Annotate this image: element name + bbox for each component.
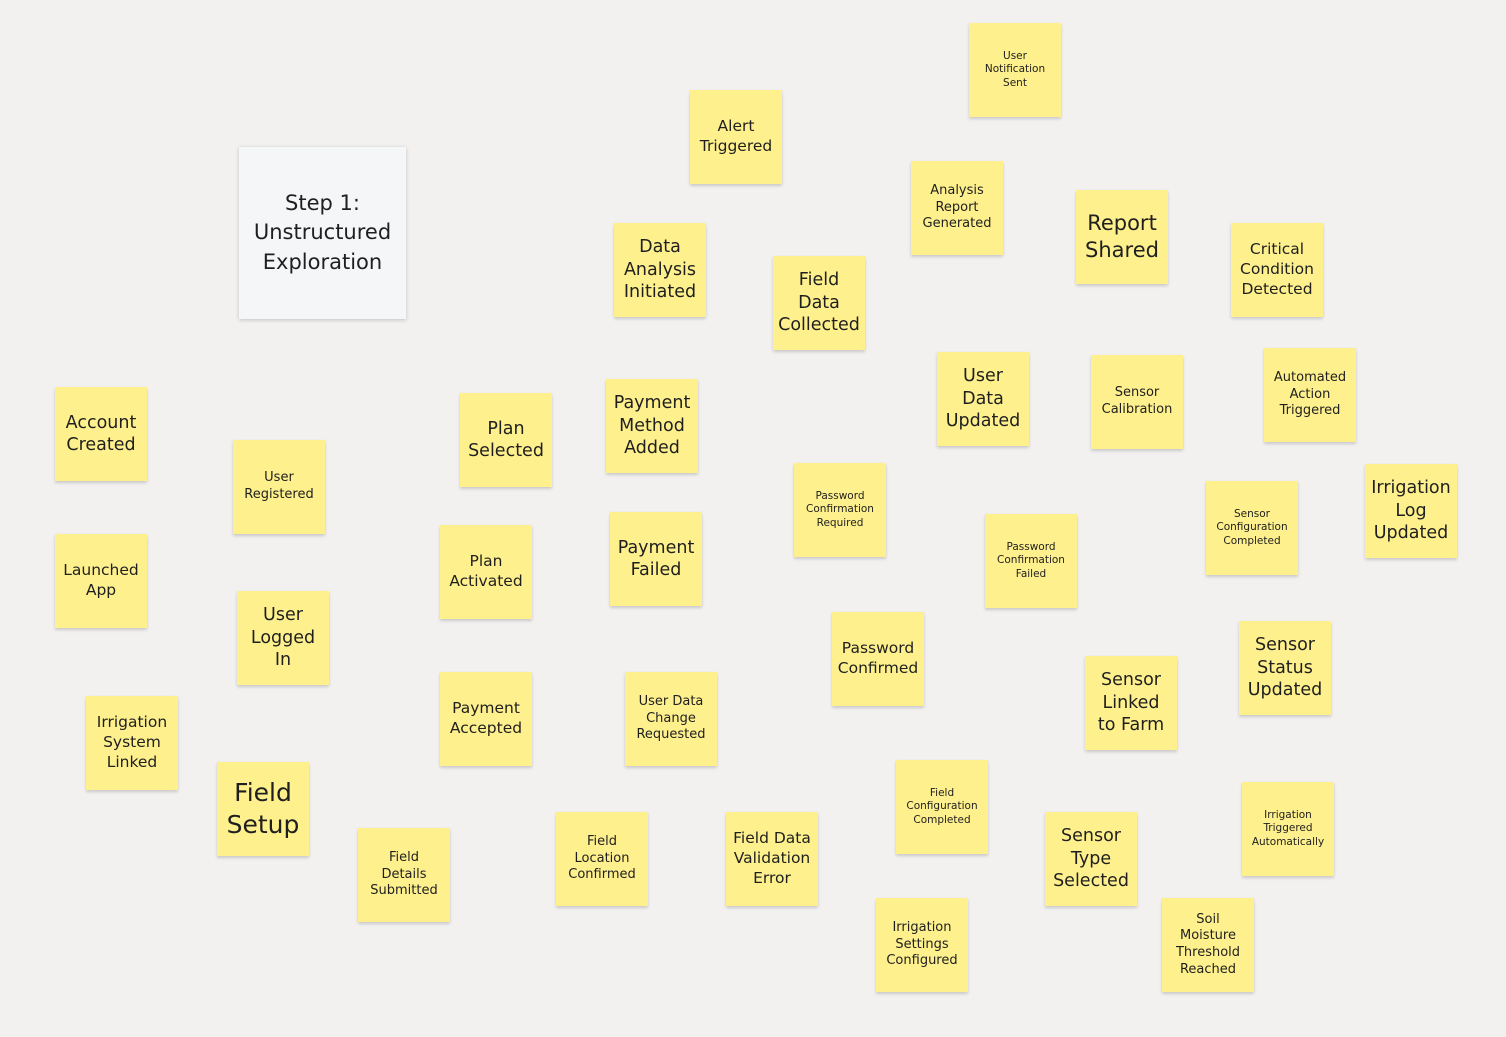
sticky-note-password-confirmation-required[interactable]: Password Confirmation Required [794, 463, 886, 557]
sticky-note-label: Alert Triggered [699, 117, 773, 155]
sticky-note-field-data-collected[interactable]: Field Data Collected [773, 256, 865, 350]
sticky-note-account-created[interactable]: Account Created [55, 387, 147, 481]
sticky-note-plan-selected[interactable]: Plan Selected [460, 393, 552, 487]
sticky-note-user-notification-sent[interactable]: User Notification Sent [969, 23, 1061, 117]
sticky-note-label: Analysis Report Generated [922, 183, 992, 232]
sticky-note-label: Plan Selected [468, 418, 544, 461]
sticky-note-report-shared[interactable]: Report Shared [1076, 190, 1168, 284]
frame-title: Step 1: Unstructured Exploration [253, 190, 392, 274]
sticky-note-field-location-confirmed[interactable]: Field Location Confirmed [556, 812, 648, 906]
sticky-note-sensor-status-updated[interactable]: Sensor Status Updated [1239, 621, 1331, 715]
sticky-note-analysis-report-generated[interactable]: Analysis Report Generated [911, 161, 1003, 255]
sticky-note-plan-activated[interactable]: Plan Activated [440, 525, 532, 619]
sticky-note-label: Soil Moisture Threshold Reached [1175, 911, 1241, 977]
sticky-note-label: User Registered [244, 470, 314, 502]
sticky-note-label: Data Analysis Initiated [623, 237, 697, 303]
sticky-note-label: Field Data Validation Error [733, 829, 811, 887]
sticky-note-alert-triggered[interactable]: Alert Triggered [690, 90, 782, 184]
frame-step-1[interactable]: Step 1: Unstructured Exploration [239, 147, 406, 319]
sticky-note-label: Password Confirmed [837, 639, 919, 677]
sticky-note-label: Irrigation Settings Configured [886, 920, 958, 969]
sticky-note-label: Sensor Linked to Farm [1097, 670, 1165, 736]
sticky-note-user-registered[interactable]: User Registered [233, 440, 325, 534]
sticky-note-sensor-calibration[interactable]: Sensor Calibration [1091, 355, 1183, 449]
sticky-note-field-configuration-completed[interactable]: Field Configuration Completed [896, 760, 988, 854]
sticky-note-payment-accepted[interactable]: Payment Accepted [440, 672, 532, 766]
sticky-note-field-data-validation-error[interactable]: Field Data Validation Error [726, 812, 818, 906]
sticky-note-sensor-configuration-completed[interactable]: Sensor Configuration Completed [1206, 481, 1298, 575]
sticky-note-label: Irrigation Triggered Automatically [1251, 808, 1325, 848]
sticky-note-label: Sensor Status Updated [1247, 635, 1323, 701]
sticky-note-label: User Data Updated [945, 366, 1021, 432]
sticky-note-payment-failed[interactable]: Payment Failed [610, 512, 702, 606]
sticky-note-critical-condition-detected[interactable]: Critical Condition Detected [1231, 223, 1323, 317]
sticky-note-label: Sensor Type Selected [1053, 826, 1129, 892]
sticky-note-label: Report Shared [1085, 211, 1159, 262]
sticky-note-label: Field Details Submitted [370, 850, 438, 899]
sticky-note-label: Payment Failed [617, 537, 695, 580]
sticky-note-label: Field Configuration Completed [906, 786, 978, 826]
sticky-note-user-logged-in[interactable]: User Logged In [237, 591, 329, 685]
sticky-note-irrigation-log-updated[interactable]: Irrigation Log Updated [1365, 464, 1457, 558]
sticky-note-automated-action-triggered[interactable]: Automated Action Triggered [1264, 348, 1356, 442]
sticky-note-label: Field Location Confirmed [568, 834, 636, 883]
sticky-note-data-analysis-initiated[interactable]: Data Analysis Initiated [614, 223, 706, 317]
sticky-note-label: Launched App [63, 561, 139, 599]
sticky-note-soil-moisture-threshold-reached[interactable]: Soil Moisture Threshold Reached [1162, 898, 1254, 992]
sticky-note-label: Password Confirmation Failed [997, 540, 1065, 580]
sticky-note-password-confirmation-failed[interactable]: Password Confirmation Failed [985, 514, 1077, 608]
sticky-note-irrigation-triggered-automatically[interactable]: Irrigation Triggered Automatically [1242, 782, 1334, 876]
sticky-note-label: Automated Action Triggered [1273, 370, 1347, 419]
sticky-note-label: Field Setup [226, 778, 300, 839]
sticky-note-label: Plan Activated [449, 552, 523, 590]
sticky-note-irrigation-settings-configured[interactable]: Irrigation Settings Configured [876, 898, 968, 992]
sticky-note-label: Password Confirmation Required [806, 489, 874, 529]
sticky-note-label: Critical Condition Detected [1240, 240, 1314, 298]
sticky-note-label: User Notification Sent [984, 49, 1046, 89]
sticky-note-label: Payment Method Added [613, 393, 691, 459]
sticky-note-user-data-updated[interactable]: User Data Updated [937, 352, 1029, 446]
sticky-note-label: Irrigation Log Updated [1371, 478, 1451, 544]
sticky-note-sensor-type-selected[interactable]: Sensor Type Selected [1045, 812, 1137, 906]
sticky-note-field-setup[interactable]: Field Setup [217, 762, 309, 856]
sticky-note-field-details-submitted[interactable]: Field Details Submitted [358, 828, 450, 922]
sticky-note-label: Irrigation System Linked [96, 713, 168, 771]
sticky-note-sensor-linked-to-farm[interactable]: Sensor Linked to Farm [1085, 656, 1177, 750]
sticky-note-irrigation-system-linked[interactable]: Irrigation System Linked [86, 696, 178, 790]
sticky-note-label: Payment Accepted [449, 699, 523, 737]
sticky-note-payment-method-added[interactable]: Payment Method Added [606, 379, 698, 473]
sticky-note-launched-app[interactable]: Launched App [55, 534, 147, 628]
sticky-note-label: User Logged In [250, 605, 316, 671]
sticky-note-label: User Data Change Requested [636, 694, 706, 743]
sticky-note-label: Sensor Configuration Completed [1216, 507, 1288, 547]
sticky-note-label: Sensor Calibration [1101, 385, 1173, 417]
sticky-note-label: Field Data Collected [778, 270, 860, 336]
sticky-note-label: Account Created [65, 412, 137, 455]
sticky-note-password-confirmed[interactable]: Password Confirmed [832, 612, 924, 706]
sticky-note-user-data-change-requested[interactable]: User Data Change Requested [625, 672, 717, 766]
